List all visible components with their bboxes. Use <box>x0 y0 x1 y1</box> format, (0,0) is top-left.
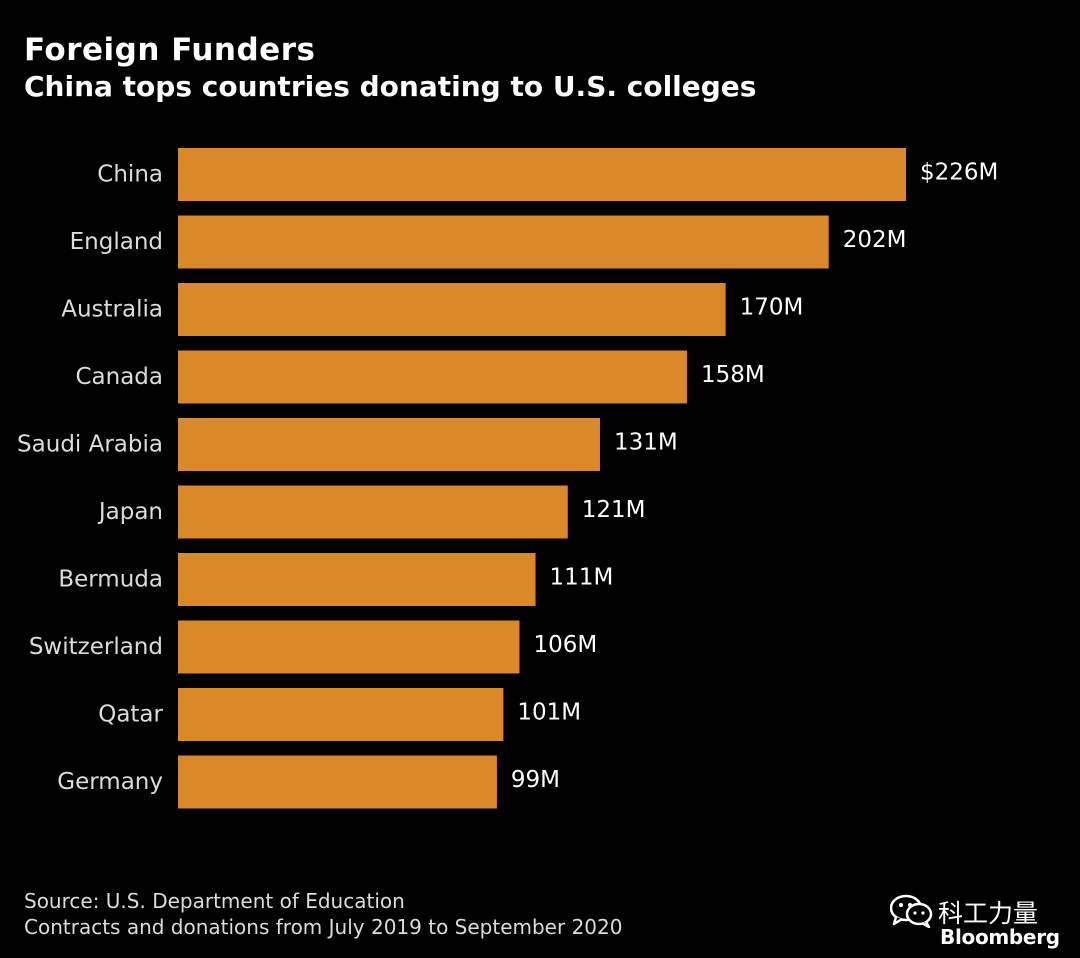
bar-england <box>178 215 829 269</box>
category-label-germany: Germany <box>57 769 163 795</box>
chart-footer: Source: U.S. Department of Education Con… <box>24 888 622 940</box>
category-label-bermuda: Bermuda <box>58 567 163 593</box>
bar-china <box>178 148 906 201</box>
category-label-england: England <box>70 229 163 255</box>
category-label-saudi-arabia: Saudi Arabia <box>17 432 163 458</box>
category-label-qatar: Qatar <box>98 702 163 728</box>
bar-canada <box>178 350 687 404</box>
bar-australia <box>178 283 726 336</box>
category-label-switzerland: Switzerland <box>29 634 163 660</box>
bar-switzerland <box>178 620 520 674</box>
watermark-text: 科工力量 <box>938 899 1039 928</box>
bar-saudi-arabia <box>178 418 600 471</box>
value-label-japan: 121M <box>582 497 646 523</box>
bloomberg-logo: Bloomberg <box>940 925 1060 949</box>
wechat-icon <box>890 894 933 928</box>
category-label-china: China <box>97 162 163 188</box>
bar-bermuda <box>178 553 536 606</box>
watermark: 科工力量 Bloomberg <box>890 894 1060 950</box>
chart-title: Foreign Funders <box>24 32 316 68</box>
chart-subtitle: China tops countries donating to U.S. co… <box>24 70 757 103</box>
value-label-australia: 170M <box>740 295 804 321</box>
value-label-saudi-arabia: 131M <box>614 430 678 456</box>
value-label-canada: 158M <box>701 362 765 388</box>
bar-germany <box>178 755 497 809</box>
value-label-germany: 99M <box>511 767 560 793</box>
category-label-canada: Canada <box>75 364 163 390</box>
source-note: Source: U.S. Department of Education <box>24 889 405 913</box>
value-label-switzerland: 106M <box>533 632 597 658</box>
value-label-england: 202M <box>843 227 907 253</box>
labels-layer: China $226M England 202M Australia 170M Canada… <box>17 160 998 796</box>
category-label-japan: Japan <box>97 499 163 525</box>
category-label-australia: Australia <box>61 297 163 323</box>
bars-layer <box>178 148 906 809</box>
date-range-note: Contracts and donations from July 2019 t… <box>24 915 623 939</box>
bar-japan <box>178 485 568 539</box>
value-label-bermuda: 111M <box>550 565 614 591</box>
value-label-china: $226M <box>920 160 998 186</box>
value-label-qatar: 101M <box>517 700 581 726</box>
bar-qatar <box>178 688 504 741</box>
